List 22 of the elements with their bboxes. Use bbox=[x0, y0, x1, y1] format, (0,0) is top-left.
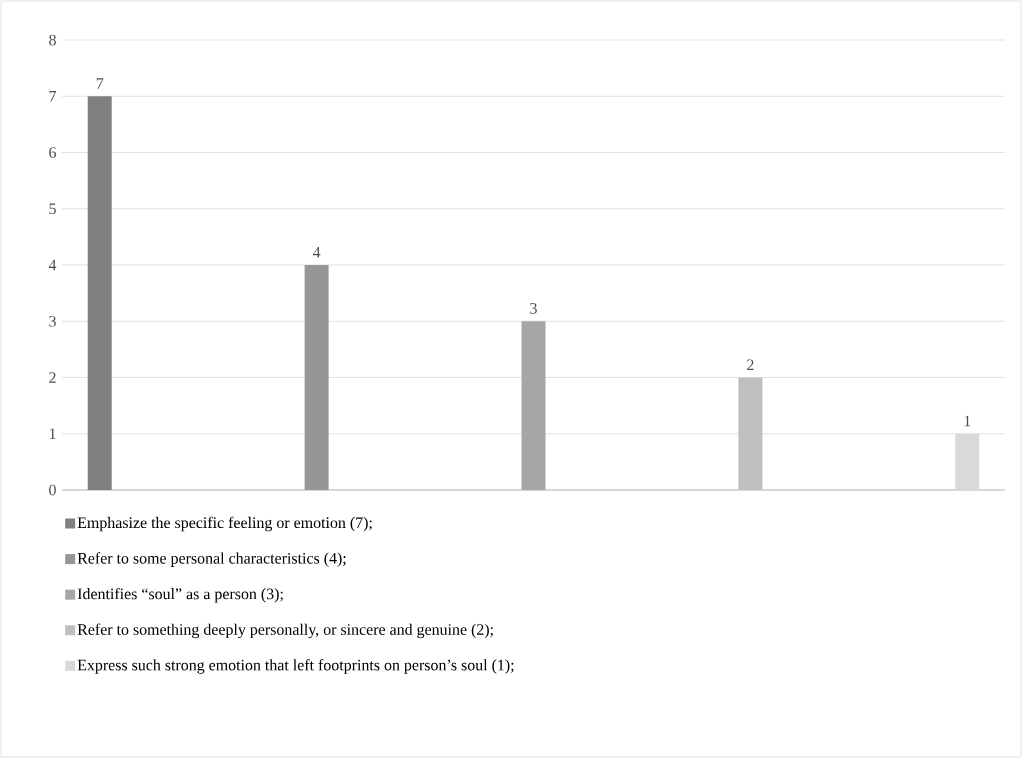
legend-label: Emphasize the specific feeling or emotion (7); bbox=[77, 516, 372, 532]
y-tick-label: 5 bbox=[49, 203, 56, 215]
y-tick-label: 4 bbox=[48, 259, 57, 271]
data-label: 2 bbox=[747, 359, 754, 370]
legend-label: Refer to some personal characteristics (4); bbox=[77, 552, 346, 567]
y-tick-label: 8 bbox=[49, 34, 56, 46]
y-tick-label: 2 bbox=[49, 372, 56, 383]
data-label: 7 bbox=[96, 78, 104, 89]
data-label: 3 bbox=[530, 303, 537, 314]
legend-label: Express such strong emotion that left footprints on person’s soul (1); bbox=[77, 659, 514, 674]
y-tick-label: 0 bbox=[49, 484, 56, 496]
bar bbox=[304, 265, 329, 490]
data-label: 1 bbox=[964, 415, 971, 427]
legend-label: Identifies “soul” as a person (3); bbox=[77, 587, 283, 603]
y-tick-label: 1 bbox=[49, 428, 56, 440]
bar bbox=[738, 377, 763, 490]
data-label: 4 bbox=[312, 247, 321, 258]
legend-label: Refer to something deeply personally, or sincere and genuine (2); bbox=[77, 623, 493, 639]
y-tick-label: 3 bbox=[49, 315, 56, 327]
y-tick-label: 7 bbox=[49, 91, 57, 102]
y-tick-label: 6 bbox=[49, 147, 57, 158]
bar bbox=[87, 96, 112, 490]
